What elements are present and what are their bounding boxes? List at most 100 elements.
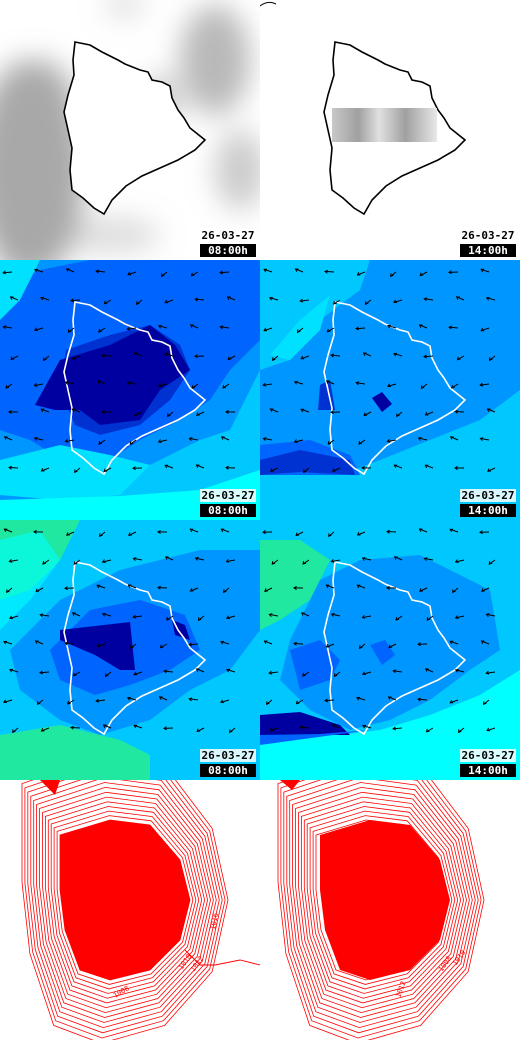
wind-arrow-head — [454, 466, 458, 470]
wind-arrow — [158, 439, 168, 443]
wind-arrow-head — [67, 329, 72, 334]
wind-arrow-head — [424, 412, 429, 416]
wind-arrow-head — [105, 673, 109, 678]
timestamp-date: 26-03-27 — [460, 489, 516, 502]
wind-arrow-head — [132, 466, 136, 471]
wind-arrow — [127, 327, 137, 330]
wind-arrow — [486, 671, 496, 674]
wind-arrow-head — [225, 615, 230, 620]
isobar-line — [309, 810, 453, 990]
wind-arrow — [418, 698, 428, 701]
wind-arrow-head — [101, 612, 106, 617]
wind-arrow-head — [226, 296, 231, 300]
wind-arrow — [9, 669, 19, 673]
wind-arrow-head — [3, 436, 8, 440]
wind-arrow-head — [3, 699, 7, 704]
wind-arrow — [127, 697, 137, 701]
wind-arrow-head — [263, 327, 268, 332]
isobar-line — [306, 806, 456, 994]
wind-arrow — [102, 613, 112, 617]
wind-arrow — [263, 383, 273, 386]
wind-map-graphic — [260, 260, 520, 520]
wind-arrow-head — [40, 728, 45, 732]
wind-arrow — [486, 297, 496, 301]
wind-arrow-head — [302, 561, 307, 565]
wind-arrow-head — [425, 728, 430, 733]
wind-arrow-head — [132, 557, 137, 561]
wind-arrow-head — [96, 584, 101, 589]
wind-arrow — [220, 271, 230, 274]
isobar-line — [53, 810, 197, 990]
wind-arrow — [158, 586, 168, 589]
wind-arrow-head — [361, 615, 366, 619]
wind-arrow — [71, 299, 81, 302]
cloud-map-graphic — [260, 1, 467, 216]
isobar-line — [47, 801, 203, 999]
wind-arrow — [34, 383, 44, 387]
wind-arrow-head — [449, 436, 454, 440]
isobar-line — [286, 780, 476, 1029]
wind-arrow-head — [272, 357, 276, 362]
wind-arrow — [294, 642, 304, 645]
wind-arrow-head — [6, 589, 10, 594]
wind-arrow — [455, 669, 465, 673]
wind-arrow-head — [266, 701, 270, 706]
wind-arrow-head — [299, 725, 304, 730]
wind-arrow-head — [489, 357, 493, 362]
wind-arrow-head — [263, 640, 268, 644]
wind-arrow-head — [191, 385, 196, 389]
isobar-line — [42, 791, 209, 1009]
wind-arrow-head — [324, 269, 328, 274]
wind-arrow — [393, 670, 403, 673]
wind-arrow-head — [387, 383, 391, 388]
wind-arrow — [294, 381, 304, 385]
isobar-map-graphic: 1008 1010 1012 — [277, 780, 485, 1040]
wind-arrow-head — [448, 270, 452, 275]
wind-arrow-head — [424, 668, 429, 672]
wind-arrow — [455, 615, 465, 619]
wind-arrow — [362, 615, 372, 619]
wind-arrow-head — [270, 468, 274, 472]
wind-arrow-head — [164, 352, 169, 357]
wind-arrow-head — [325, 644, 330, 648]
wind-arrow-head — [393, 556, 398, 560]
wind-arrow — [34, 269, 44, 273]
wind-arrow-head — [3, 528, 8, 533]
wind-arrow-head — [33, 327, 38, 332]
wind-arrow-head — [101, 353, 105, 358]
wind-arrow-head — [487, 468, 491, 472]
wind-arrow-head — [222, 384, 227, 389]
wind-arrow-head — [333, 300, 337, 305]
wind-arrow — [455, 559, 465, 563]
wind-arrow-head — [268, 670, 273, 675]
wind-arrow-head — [195, 668, 200, 672]
wind-arrow-head — [330, 353, 335, 358]
wind-arrow — [226, 669, 236, 673]
wind-map-0800: 26-03-27 08:00h — [0, 260, 260, 520]
cloud-map-1400: 26-03-27 14:00h — [260, 0, 520, 260]
timestamp-date: 26-03-27 — [200, 229, 256, 242]
wind-arrow-head — [330, 613, 335, 617]
wind-arrow — [102, 559, 112, 563]
wind-arrow-head — [35, 588, 40, 593]
wind-arrow-head — [33, 437, 38, 441]
timestamp-date: 26-03-27 — [200, 749, 256, 762]
wind-arrow-head — [449, 640, 454, 645]
wind-arrow-head — [195, 464, 200, 468]
wind-arrow-head — [361, 465, 365, 470]
isobar-line — [33, 780, 217, 1023]
wind-arrow — [331, 354, 341, 357]
wind-arrow-head — [71, 356, 76, 360]
wind-arrow-head — [127, 271, 132, 276]
wind-arrow-head — [294, 268, 299, 272]
wind-arrow — [449, 326, 459, 329]
wind-arrow-head — [295, 700, 300, 705]
wind-arrow-head — [34, 268, 38, 273]
wind-arrow — [269, 613, 279, 617]
wind-arrow-head — [136, 301, 140, 306]
wind-arrow-head — [417, 642, 421, 647]
wind-arrow — [9, 466, 19, 469]
wind-arrow-head — [269, 408, 274, 412]
wind-arrow-head — [188, 642, 193, 647]
wind-arrow-head — [96, 380, 101, 384]
